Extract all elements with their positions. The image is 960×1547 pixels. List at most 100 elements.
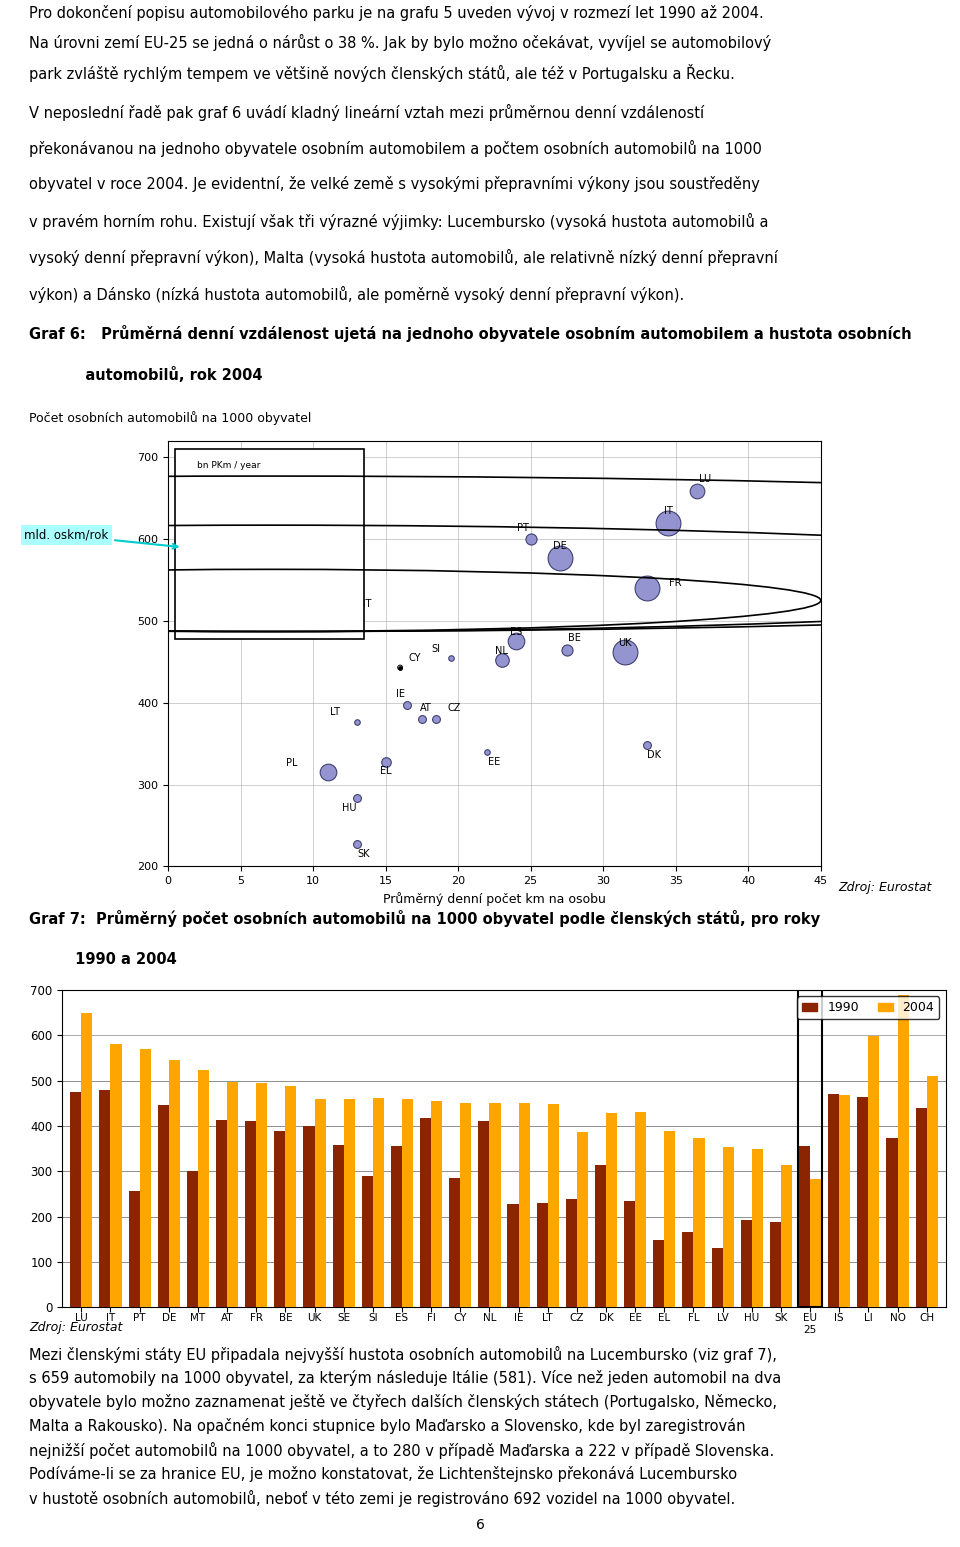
Bar: [693, 1137, 705, 1307]
Bar: [752, 1148, 763, 1307]
Point: [552, 546, 567, 571]
Text: Malta a Rakousko). Na opačném konci stupnice bylo Maďarsko a Slovensko, kde byl : Malta a Rakousko). Na opačném konci stup…: [29, 1419, 745, 1434]
Text: Na úrovni zemí EU-25 se jedná o nárůst o 38 %. Jak by bylo možno očekávat, vyvíj: Na úrovni zemí EU-25 se jedná o nárůst o…: [29, 34, 771, 51]
Text: v hustotě osobních automobilů, neboť v této zemi je registrováno 692 vozidel na : v hustotě osobních automobilů, neboť v t…: [29, 1490, 735, 1507]
Text: HU: HU: [342, 803, 356, 814]
Bar: [839, 1095, 851, 1307]
Bar: [82, 1013, 92, 1307]
Point: [399, 693, 415, 718]
Point: [348, 832, 364, 857]
Bar: [857, 1097, 869, 1307]
Text: NL: NL: [495, 647, 508, 656]
Bar: [303, 1126, 315, 1307]
Text: Graf 7:  Průměrný počet osobních automobilů na 1000 obyvatel podle členských stá: Graf 7: Průměrný počet osobních automobi…: [29, 910, 820, 927]
Point: [342, 600, 357, 625]
Bar: [449, 1179, 460, 1307]
Bar: [169, 1060, 180, 1307]
Bar: [110, 1044, 122, 1307]
Bar: [886, 1139, 898, 1307]
Bar: [362, 1176, 372, 1307]
Text: Mezi členskými státy EU připadala nejvyšší hustota osobních automobilů na Lucemb: Mezi členskými státy EU připadala nejvyš…: [29, 1346, 777, 1363]
Bar: [431, 1100, 443, 1307]
Text: IT: IT: [664, 506, 673, 517]
Point: [378, 749, 394, 774]
Bar: [577, 1132, 588, 1307]
Bar: [420, 1118, 431, 1307]
Point: [429, 707, 444, 732]
Bar: [565, 1199, 577, 1307]
Bar: [216, 1120, 228, 1307]
Text: vysoký denní přepravní výkon), Malta (vysoká hustota automobilů, ale relativně n: vysoký denní přepravní výkon), Malta (vy…: [29, 249, 778, 266]
Point: [494, 648, 510, 673]
Bar: [770, 1222, 780, 1307]
Text: DK: DK: [647, 750, 661, 760]
Text: MT: MT: [357, 599, 371, 608]
Bar: [256, 1083, 267, 1307]
Bar: [926, 1077, 938, 1307]
Bar: [606, 1114, 617, 1307]
Point: [393, 654, 408, 679]
Bar: [228, 1081, 238, 1307]
Text: IE: IE: [396, 688, 404, 699]
Point: [342, 600, 357, 625]
Bar: [537, 1204, 548, 1307]
Text: Počet osobních automobilů na 1000 obyvatel: Počet osobních automobilů na 1000 obyvat…: [29, 410, 311, 425]
Point: [444, 645, 459, 670]
Bar: [653, 1241, 664, 1307]
Bar: [176, 449, 364, 639]
Point: [690, 478, 706, 503]
Text: EE: EE: [489, 756, 500, 766]
Bar: [315, 1098, 325, 1307]
Text: CZ: CZ: [447, 702, 461, 713]
Bar: [683, 1233, 693, 1307]
Text: s 659 automobily na 1000 obyvatel, za kterým následuje Itálie (581). Více než je: s 659 automobily na 1000 obyvatel, za kt…: [29, 1371, 781, 1386]
Text: mld. oskm/rok: mld. oskm/rok: [24, 529, 178, 549]
Bar: [548, 1105, 559, 1307]
Legend: 1990, 2004: 1990, 2004: [797, 996, 939, 1019]
Text: UK: UK: [618, 637, 632, 648]
Point: [479, 739, 494, 764]
Point: [660, 511, 676, 535]
Bar: [711, 1248, 723, 1307]
Text: výkon) a Dánsko (nízká hustota automobilů, ale poměrně vysoký denní přepravní vý: výkon) a Dánsko (nízká hustota automobil…: [29, 286, 684, 303]
Point: [509, 630, 524, 654]
Bar: [139, 1049, 151, 1307]
Bar: [508, 1204, 518, 1307]
Text: PL: PL: [285, 758, 297, 769]
Point: [320, 760, 335, 784]
Bar: [828, 1094, 839, 1307]
Bar: [741, 1221, 752, 1307]
Bar: [157, 1105, 169, 1307]
Bar: [460, 1103, 471, 1307]
Text: DE: DE: [553, 541, 566, 551]
Point: [639, 733, 655, 758]
Text: Pro dokončení popisu automobilového parku je na grafu 5 uveden vývoj v rozmezí l: Pro dokončení popisu automobilového park…: [29, 5, 763, 20]
Text: park zvláště rychlým tempem ve většině nových členských států, ale též v Portuga: park zvláště rychlým tempem ve většině n…: [29, 65, 734, 82]
Bar: [478, 1122, 490, 1307]
Point: [348, 786, 364, 811]
Bar: [344, 1100, 355, 1307]
Point: [393, 654, 408, 679]
Bar: [664, 1131, 676, 1307]
Text: AT: AT: [420, 702, 432, 713]
Bar: [100, 1091, 110, 1307]
Text: v pravém horním rohu. Existují však tři výrazné výjimky: Lucembursko (vysoká hus: v pravém horním rohu. Existují však tři …: [29, 213, 768, 231]
Bar: [245, 1122, 256, 1307]
Text: 6: 6: [475, 1518, 485, 1533]
Text: Zdroj: Eurostat: Zdroj: Eurostat: [838, 882, 931, 894]
Text: 1990 a 2004: 1990 a 2004: [29, 951, 177, 967]
Text: V neposlední řadě pak graf 6 uvádí kladný lineární vztah mezi průměrnou denní vz: V neposlední řadě pak graf 6 uvádí kladn…: [29, 104, 704, 121]
Point: [560, 637, 575, 662]
Text: SI: SI: [432, 644, 441, 653]
Bar: [780, 1165, 792, 1307]
Text: ES: ES: [510, 627, 522, 637]
X-axis label: Průměrný denní počet km na osobu: Průměrný denní počet km na osobu: [383, 891, 606, 905]
Text: Podíváme-li se za hranice EU, je možno konstatovat, že Lichtenštejnsko překonává: Podíváme-li se za hranice EU, je možno k…: [29, 1467, 737, 1482]
Text: překonávanou na jednoho obyvatele osobním automobilem a počtem osobních automobi: překonávanou na jednoho obyvatele osobní…: [29, 141, 761, 158]
Text: CY: CY: [408, 653, 420, 664]
Bar: [723, 1148, 733, 1307]
Text: LT: LT: [330, 707, 340, 718]
Bar: [187, 1171, 198, 1307]
Bar: [70, 1092, 82, 1307]
Point: [414, 707, 429, 732]
